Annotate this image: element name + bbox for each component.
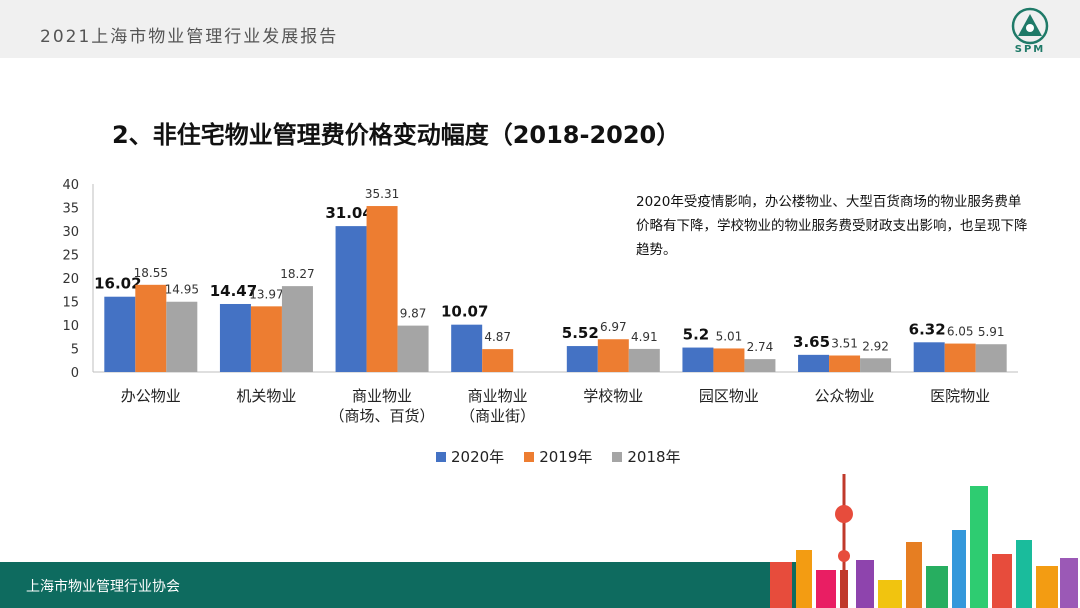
slide-title: 2、非住宅物业管理费价格变动幅度（2018-2020） xyxy=(112,121,681,149)
legend-swatch-2019 xyxy=(524,451,535,462)
y-tick-label: 10 xyxy=(62,319,79,334)
report-title: 2021上海市物业管理行业发展报告 xyxy=(40,27,339,47)
y-tick-label: 30 xyxy=(62,225,79,240)
legend-item-2019: 2019年 xyxy=(524,446,592,467)
y-tick-label: 5 xyxy=(71,343,79,358)
data-label: 6.05 xyxy=(947,325,974,339)
bar-2019年-5 xyxy=(713,348,745,372)
x-category-label: 商业物业 xyxy=(352,387,412,405)
data-label: 14.47 xyxy=(210,282,257,300)
data-label: 3.65 xyxy=(793,333,830,351)
bar-2019年-2 xyxy=(366,206,398,372)
bar-2019年-7 xyxy=(944,343,976,372)
data-label: 4.91 xyxy=(631,330,658,344)
data-label: 35.31 xyxy=(365,187,399,201)
data-label: 5.01 xyxy=(716,329,743,343)
data-label: 4.87 xyxy=(484,330,511,344)
bar-2018年-1 xyxy=(281,286,313,372)
bar-2019年-0 xyxy=(135,284,167,372)
legend-label-2019: 2019年 xyxy=(539,448,593,466)
x-category-label: 办公物业 xyxy=(121,387,181,405)
bar-2019年-3 xyxy=(482,349,514,372)
data-label: 18.55 xyxy=(134,266,168,280)
legend-item-2020: 2020年 xyxy=(436,446,504,467)
y-tick-label: 35 xyxy=(62,202,79,217)
data-label: 13.97 xyxy=(249,287,283,301)
y-tick-label: 25 xyxy=(62,249,79,264)
data-label: 6.97 xyxy=(600,320,627,334)
data-label: 2.74 xyxy=(747,340,774,354)
bar-2019年-6 xyxy=(829,355,861,372)
legend-swatch-2018 xyxy=(612,451,623,462)
data-label: 3.51 xyxy=(831,337,858,351)
footer-bar: 上海市物业管理行业协会 xyxy=(0,562,800,608)
spm-logo: SPM xyxy=(1004,6,1056,56)
bar-2019年-1 xyxy=(250,306,282,372)
data-label: 9.87 xyxy=(400,307,427,321)
logo-text: SPM xyxy=(1014,44,1046,55)
bar-2018年-5 xyxy=(744,359,776,372)
chart-note: 2020年受疫情影响，办公楼物业、大型百货商场的物业服务费单价略有下降，学校物业… xyxy=(636,194,1028,258)
bar-2020年-5 xyxy=(682,347,714,372)
x-category-label: （商业街） xyxy=(460,407,535,425)
bar-2018年-2 xyxy=(397,325,429,372)
legend-item-2018: 2018年 xyxy=(612,446,681,467)
data-label: 16.02 xyxy=(94,275,141,293)
data-label: 18.27 xyxy=(280,267,314,281)
city-skyline-illustration xyxy=(770,474,1078,608)
bar-2018年-7 xyxy=(975,344,1007,372)
y-tick-label: 40 xyxy=(62,178,79,193)
data-label: 5.2 xyxy=(683,326,710,344)
data-label: 5.91 xyxy=(978,325,1005,339)
bar-2019年-4 xyxy=(597,339,629,372)
bar-2020年-1 xyxy=(219,303,251,372)
x-category-label: 商业物业 xyxy=(468,387,528,405)
x-category-label: （商场、百货） xyxy=(330,407,435,425)
x-category-label: 医院物业 xyxy=(930,387,990,405)
legend-label-2018: 2018年 xyxy=(627,448,681,466)
chart-legend: 2020年 2019年 2018年 xyxy=(436,446,681,467)
bar-2018年-6 xyxy=(860,358,892,372)
data-label: 31.04 xyxy=(325,204,372,222)
footer-org: 上海市物业管理行业协会 xyxy=(26,579,180,595)
data-label: 14.95 xyxy=(165,283,199,297)
bar-2018年-4 xyxy=(628,348,660,372)
x-category-label: 公众物业 xyxy=(815,387,875,405)
bar-2018年-0 xyxy=(166,301,198,372)
legend-label-2020: 2020年 xyxy=(451,448,505,466)
bar-2020年-7 xyxy=(913,342,945,372)
x-category-label: 机关物业 xyxy=(236,387,296,405)
x-category-label: 学校物业 xyxy=(583,387,643,405)
bar-2020年-4 xyxy=(566,346,598,372)
x-category-label: 园区物业 xyxy=(699,387,759,405)
data-label: 5.52 xyxy=(562,324,599,342)
y-tick-label: 15 xyxy=(62,296,79,311)
bar-2020年-0 xyxy=(104,296,136,372)
bar-2020年-3 xyxy=(451,324,483,372)
data-label: 6.32 xyxy=(909,320,946,338)
bar-2020年-2 xyxy=(335,226,367,372)
bar-2020年-6 xyxy=(798,354,830,372)
y-tick-label: 0 xyxy=(71,366,79,381)
header-band xyxy=(0,0,1080,58)
legend-swatch-2020 xyxy=(436,451,446,462)
data-label: 10.07 xyxy=(441,303,488,321)
data-label: 2.92 xyxy=(862,339,889,353)
y-tick-label: 20 xyxy=(62,272,79,287)
